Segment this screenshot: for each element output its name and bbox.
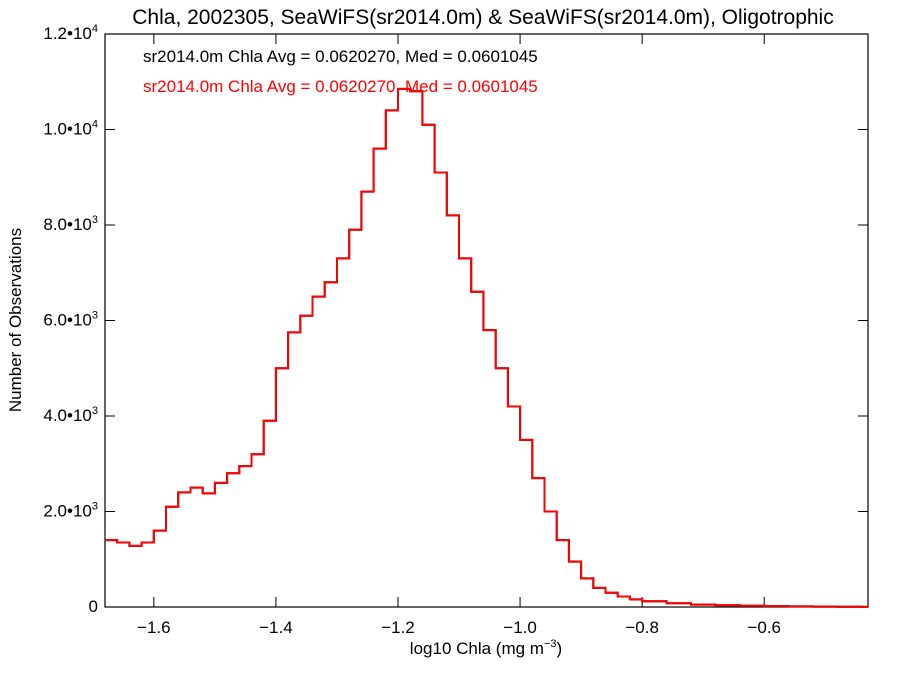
x-axis-label-close: ) (557, 639, 563, 658)
chart-title: Chla, 2002305, SeaWiFS(sr2014.0m) & SeaW… (132, 6, 833, 29)
y-tick-label: 1.2•104 (43, 23, 98, 43)
x-axis-label-sup: −3 (544, 638, 557, 650)
y-tick-label: 1.0•104 (43, 119, 98, 139)
x-tick-label: −0.6 (747, 618, 781, 637)
y-axis-label: Number of Observations (6, 228, 25, 412)
x-axis-label-main: log10 Chla (mg m (410, 639, 544, 658)
x-tick-label: −1.4 (259, 618, 293, 637)
y-tick-label: 4.0•103 (43, 405, 98, 425)
stats-annotation-2: sr2014.0m Chla Avg = 0.0620270, Med = 0.… (143, 77, 538, 96)
histogram-series-1 (105, 87, 868, 608)
x-tick-label: −1.2 (381, 618, 415, 637)
histogram-series-2 (105, 87, 868, 608)
plot-frame (104, 33, 869, 608)
x-tick-label: −1.6 (137, 618, 171, 637)
y-tick-label: 2.0•103 (43, 501, 98, 521)
y-tick-label: 6.0•103 (43, 310, 98, 330)
x-axis-label: log10 Chla (mg m−3) (410, 638, 562, 658)
stats-annotation-1: sr2014.0m Chla Avg = 0.0620270, Med = 0.… (143, 47, 538, 66)
y-tick-label: 0 (89, 597, 98, 616)
annotations: sr2014.0m Chla Avg = 0.0620270, Med = 0.… (143, 47, 538, 96)
x-tick-label: −0.8 (625, 618, 659, 637)
series-group (105, 87, 868, 608)
y-tick-label: 8.0•103 (43, 214, 98, 234)
x-tick-label: −1.0 (503, 618, 537, 637)
axis-ticks: −1.6 −1.4 −1.2 −1.0 −0.8 −0.6 0 2.0•103 4.0•103 6… (43, 23, 868, 637)
